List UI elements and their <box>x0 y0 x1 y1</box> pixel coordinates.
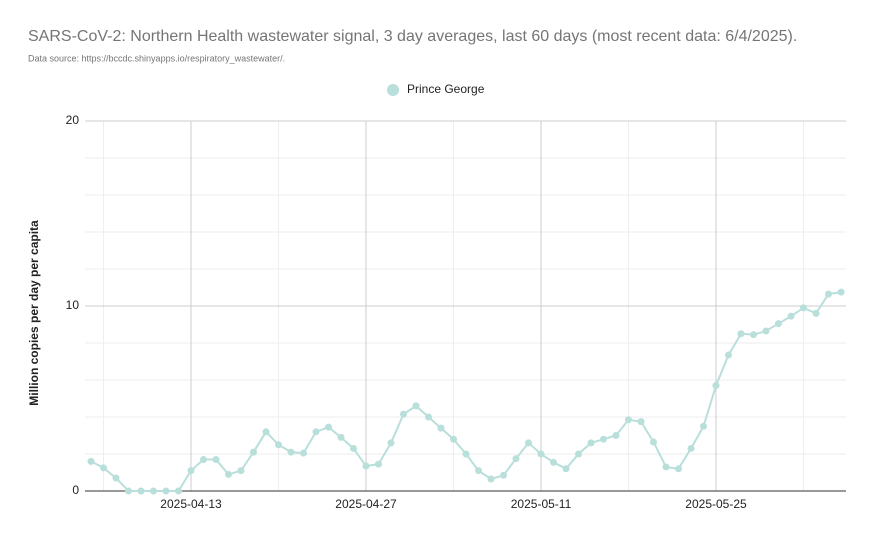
data-point <box>375 460 382 468</box>
data-point <box>800 304 807 312</box>
data-point <box>487 475 495 483</box>
data-point <box>450 435 457 443</box>
data-point <box>250 448 257 456</box>
data-point <box>612 432 620 439</box>
data-point <box>312 428 320 436</box>
data-point <box>425 413 432 421</box>
data-point <box>300 449 307 457</box>
data-point <box>200 456 207 464</box>
data-point <box>87 457 95 465</box>
data-point <box>525 439 532 447</box>
data-point <box>212 456 220 464</box>
y-tick-label: 0 <box>72 483 79 497</box>
data-point <box>137 487 145 495</box>
data-point <box>162 487 170 495</box>
data-point <box>400 410 407 418</box>
data-point <box>100 464 107 472</box>
chart-subtitle: Data source: https://bccdc.shinyapps.io/… <box>28 53 285 63</box>
data-point <box>462 450 470 458</box>
data-point <box>550 458 557 466</box>
data-point <box>500 471 507 479</box>
data-point <box>262 428 270 436</box>
data-point <box>362 462 370 470</box>
data-point <box>662 463 670 471</box>
data-point <box>787 312 795 320</box>
data-point <box>825 290 832 298</box>
data-point <box>437 424 445 432</box>
data-point <box>537 450 545 458</box>
data-point <box>837 288 845 296</box>
data-point <box>737 330 745 338</box>
data-point <box>587 439 595 447</box>
data-point <box>675 465 682 473</box>
x-tick-label: 2025-04-13 <box>160 497 222 511</box>
legend-marker <box>387 84 399 96</box>
data-point <box>725 351 732 359</box>
data-point <box>112 474 120 482</box>
data-point <box>637 418 645 426</box>
data-point <box>325 423 332 431</box>
data-point <box>625 416 632 424</box>
x-tick-label: 2025-05-11 <box>511 497 572 511</box>
data-point <box>187 467 195 475</box>
x-tick-label: 2025-04-27 <box>335 497 397 511</box>
data-point <box>125 487 132 495</box>
x-tick-label: 2025-05-25 <box>685 497 747 511</box>
data-point <box>562 465 570 473</box>
legend-label: Prince George <box>407 82 485 96</box>
data-point <box>225 470 232 478</box>
data-point <box>287 448 295 456</box>
data-point <box>237 467 245 475</box>
data-point <box>775 320 782 328</box>
data-point <box>650 438 657 446</box>
data-point <box>762 327 770 335</box>
data-point <box>700 422 707 430</box>
data-point <box>575 450 582 458</box>
data-point <box>175 487 182 495</box>
data-point <box>275 441 282 449</box>
chart-title: SARS-CoV-2: Northern Health wastewater s… <box>28 28 797 45</box>
data-point <box>712 382 720 390</box>
data-point <box>350 444 357 452</box>
data-point <box>812 309 820 317</box>
y-axis-label: Million copies per day per capita <box>27 220 41 406</box>
y-tick-label: 10 <box>66 298 80 312</box>
data-point <box>337 433 345 441</box>
data-point <box>512 455 520 463</box>
data-point <box>387 439 395 447</box>
data-point <box>475 467 482 475</box>
y-tick-label: 20 <box>66 113 80 127</box>
data-point <box>750 331 757 339</box>
data-point <box>687 444 695 452</box>
data-point <box>150 487 157 495</box>
data-point <box>600 435 607 443</box>
data-point <box>412 402 420 410</box>
